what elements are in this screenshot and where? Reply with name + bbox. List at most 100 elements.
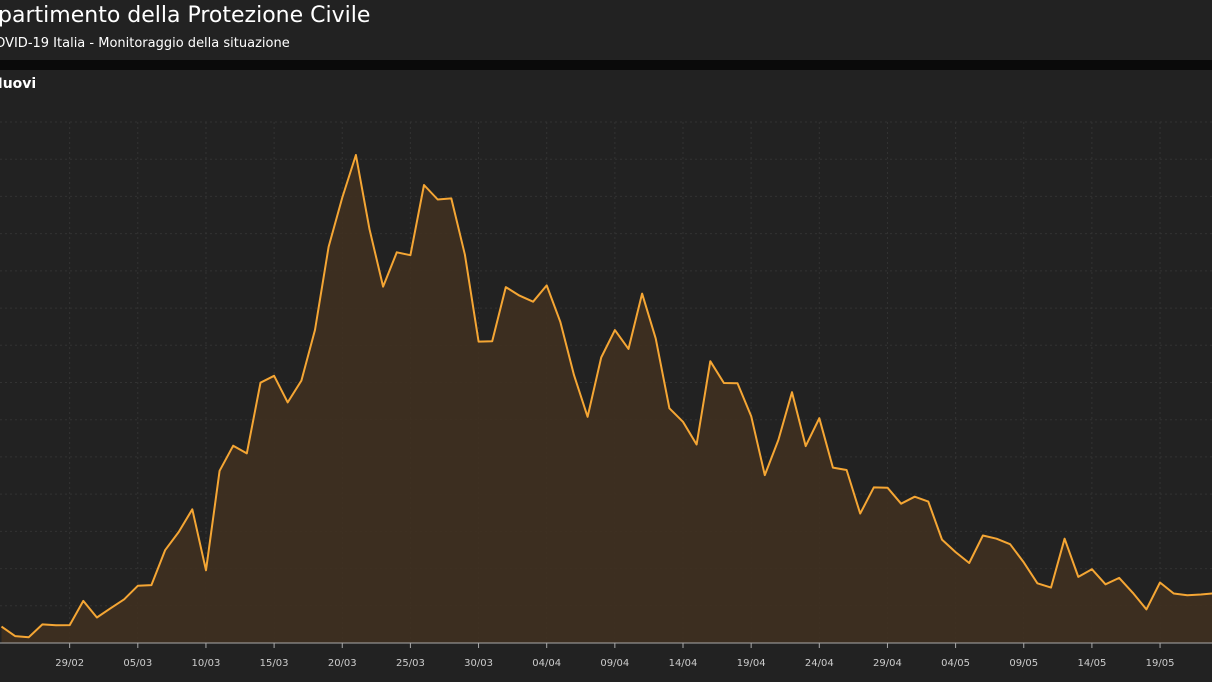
data-point bbox=[532, 301, 534, 303]
data-point bbox=[805, 445, 807, 447]
data-point bbox=[873, 486, 875, 488]
data-point bbox=[573, 374, 575, 376]
data-point bbox=[968, 562, 970, 564]
data-point bbox=[1077, 576, 1079, 578]
data-point bbox=[546, 284, 548, 286]
data-point bbox=[477, 340, 479, 342]
x-tick-label: 30/03 bbox=[464, 658, 493, 669]
chart-panel: 29/02 05/03 10/03 15/03 20/03 25/03 30/03 04/04… bbox=[0, 70, 1212, 682]
data-point bbox=[695, 443, 697, 445]
data-point bbox=[1118, 577, 1120, 579]
data-point bbox=[382, 285, 384, 287]
data-point bbox=[55, 624, 57, 626]
x-tick-label: 29/02 bbox=[55, 658, 84, 669]
chart-title: Nuovi bbox=[0, 76, 37, 92]
page-subtitle: COVID-19 Italia - Monitoraggio della sit… bbox=[0, 36, 290, 51]
data-point bbox=[845, 469, 847, 471]
x-tick-label: 19/04 bbox=[737, 658, 766, 669]
data-point bbox=[314, 329, 316, 331]
data-point bbox=[1091, 568, 1093, 570]
series-line bbox=[0, 154, 1212, 639]
data-point bbox=[69, 624, 71, 626]
page-title: Dipartimento della Protezione Civile bbox=[0, 3, 371, 28]
x-tick-label: 14/04 bbox=[669, 658, 698, 669]
data-point bbox=[1023, 561, 1025, 563]
data-point bbox=[341, 196, 343, 198]
data-point bbox=[750, 415, 752, 417]
x-tick-label: 09/04 bbox=[600, 658, 629, 669]
data-point bbox=[259, 382, 261, 384]
data-point bbox=[614, 329, 616, 331]
data-point bbox=[14, 635, 16, 637]
x-tick-label: 24/04 bbox=[805, 658, 834, 669]
data-point bbox=[450, 197, 452, 199]
data-point bbox=[655, 337, 657, 339]
data-point bbox=[423, 184, 425, 186]
x-tick-label: 10/03 bbox=[192, 658, 221, 669]
data-point bbox=[1145, 608, 1147, 610]
series-area bbox=[1, 155, 1212, 643]
data-point bbox=[300, 379, 302, 381]
data-point bbox=[818, 417, 820, 419]
x-tick-label: 05/03 bbox=[123, 658, 152, 669]
data-point bbox=[273, 375, 275, 377]
data-point bbox=[218, 470, 220, 472]
data-point bbox=[1159, 581, 1161, 583]
data-point bbox=[668, 407, 670, 409]
data-point bbox=[41, 623, 43, 625]
x-tick-label: 04/04 bbox=[532, 658, 561, 669]
data-point bbox=[682, 421, 684, 423]
data-point bbox=[1104, 583, 1106, 585]
data-point bbox=[491, 340, 493, 342]
data-point bbox=[954, 551, 956, 553]
data-point bbox=[627, 348, 629, 350]
data-point bbox=[123, 598, 125, 600]
data-point bbox=[505, 286, 507, 288]
x-tick-label: 09/05 bbox=[1009, 658, 1038, 669]
x-tick-label: 15/03 bbox=[260, 658, 289, 669]
data-point bbox=[941, 538, 943, 540]
data-point bbox=[109, 607, 111, 609]
data-point bbox=[559, 321, 561, 323]
data-point bbox=[1036, 582, 1038, 584]
data-point bbox=[437, 198, 439, 200]
data-point bbox=[396, 251, 398, 253]
data-point bbox=[0, 625, 2, 627]
data-point bbox=[287, 401, 289, 403]
data-point bbox=[1063, 538, 1065, 540]
data-point bbox=[1186, 594, 1188, 596]
x-tick-label: 19/05 bbox=[1146, 658, 1175, 669]
data-point bbox=[586, 416, 588, 418]
data-point bbox=[96, 616, 98, 618]
data-point bbox=[191, 508, 193, 510]
data-point bbox=[859, 512, 861, 514]
data-point bbox=[777, 439, 779, 441]
x-tick-label: 29/04 bbox=[873, 658, 902, 669]
data-point bbox=[709, 360, 711, 362]
app-header: Dipartimento della Protezione Civile COV… bbox=[0, 0, 1212, 60]
data-point bbox=[178, 531, 180, 533]
x-tick-label: 04/05 bbox=[941, 658, 970, 669]
data-point bbox=[1050, 586, 1052, 588]
new-cases-chart[interactable]: 29/02 05/03 10/03 15/03 20/03 25/03 30/03 04/04… bbox=[0, 70, 1212, 682]
data-point bbox=[641, 292, 643, 294]
data-point bbox=[995, 538, 997, 540]
data-point bbox=[886, 487, 888, 489]
data-point bbox=[246, 452, 248, 454]
data-point bbox=[900, 503, 902, 505]
data-point bbox=[1173, 592, 1175, 594]
x-tick-label: 14/05 bbox=[1077, 658, 1106, 669]
data-point bbox=[28, 636, 30, 638]
data-point bbox=[205, 569, 207, 571]
data-point bbox=[764, 474, 766, 476]
data-point bbox=[355, 154, 357, 156]
data-point bbox=[409, 254, 411, 256]
data-point bbox=[982, 534, 984, 536]
data-point bbox=[914, 496, 916, 498]
data-point bbox=[1132, 592, 1134, 594]
data-point bbox=[927, 500, 929, 502]
header-divider bbox=[0, 60, 1212, 70]
data-point bbox=[1009, 543, 1011, 545]
data-point bbox=[464, 254, 466, 256]
data-point bbox=[137, 585, 139, 587]
